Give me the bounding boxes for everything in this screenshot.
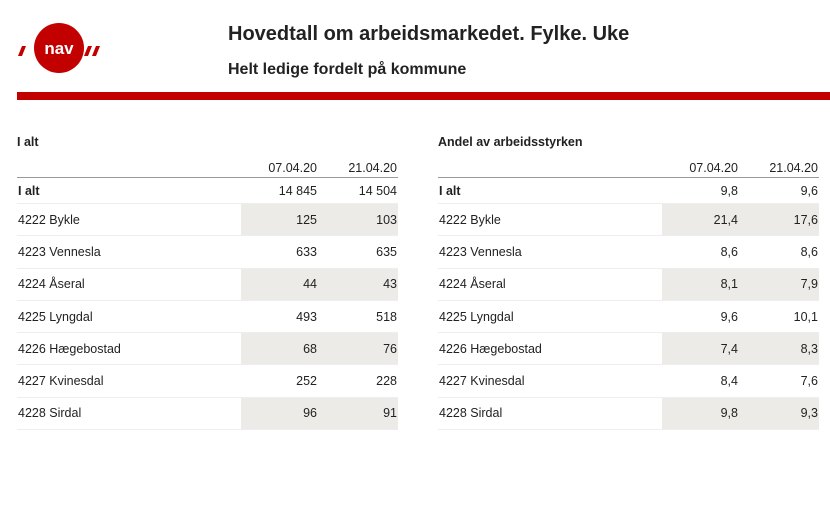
right-table: Andel av arbeidsstyrken 07.04.20 21.04.2…: [438, 135, 819, 431]
table-row: 4223 Vennesla 8,6 8,6: [438, 236, 819, 269]
cell-value: 228: [376, 374, 397, 389]
cell-value: 96: [241, 397, 318, 430]
page-title: Hovedtall om arbeidsmarkedet. Fylke. Uke: [228, 23, 630, 45]
column-header: 07.04.20: [268, 161, 317, 175]
table-row: 4228 Sirdal 9,8 9,3: [438, 397, 819, 431]
cell-value: 91: [318, 397, 398, 430]
table-header: 07.04.20 21.04.20: [438, 161, 819, 178]
cell-value: 14 845: [278, 183, 317, 198]
table-header: 07.04.20 21.04.20: [17, 161, 398, 178]
row-label: 4222 Bykle: [18, 212, 80, 227]
cell-value: 8,4: [720, 374, 738, 389]
table-row: 4227 Kvinesdal 8,4 7,6: [438, 365, 819, 398]
cell-value: 125: [241, 204, 318, 236]
left-table: I alt 07.04.20 21.04.20 I alt 14 845 14 50…: [17, 135, 398, 431]
table-row: 4225 Lyngdal 493 518: [17, 301, 398, 334]
cell-value: 252: [296, 374, 317, 389]
cell-value: 43: [318, 268, 398, 300]
cell-value: 633: [296, 244, 317, 259]
cell-value: 9,6: [720, 309, 738, 324]
row-label: 4227 Kvinesdal: [18, 374, 104, 389]
page-subtitle: Helt ledige fordelt på kommune: [228, 61, 467, 78]
cell-value: 76: [318, 333, 398, 365]
cell-value: 10,1: [793, 309, 818, 324]
cell-value: 14 504: [358, 183, 397, 198]
row-label: 4225 Lyngdal: [18, 309, 93, 324]
row-label: I alt: [439, 183, 461, 198]
row-label: 4227 Kvinesdal: [439, 374, 525, 389]
nav-logo: nav: [18, 23, 100, 73]
row-label: 4228 Sirdal: [18, 406, 82, 421]
cell-value: 7,4: [662, 333, 739, 365]
row-label: I alt: [18, 183, 40, 198]
row-label: 4226 Hægebostad: [18, 341, 121, 356]
cell-value: 635: [376, 244, 397, 259]
cell-value: 103: [318, 204, 398, 236]
table-row: I alt 9,8 9,6: [438, 178, 819, 204]
row-label: 4222 Bykle: [439, 212, 501, 227]
table-row: 4222 Bykle 21,4 17,6: [438, 204, 819, 237]
column-header: 21.04.20: [769, 161, 818, 175]
cell-value: 9,8: [720, 183, 738, 198]
table-row: 4224 Åseral 8,1 7,9: [438, 268, 819, 301]
cell-value: 8,1: [662, 268, 739, 300]
cell-value: 9,3: [739, 397, 819, 430]
table-row: 4227 Kvinesdal 252 228: [17, 365, 398, 398]
table-row: 4228 Sirdal 96 91: [17, 397, 398, 431]
svg-text:nav: nav: [44, 39, 74, 58]
row-label: 4223 Vennesla: [18, 244, 101, 259]
table-row: 4224 Åseral 44 43: [17, 268, 398, 301]
cell-value: 493: [296, 309, 317, 324]
cell-value: 8,3: [739, 333, 819, 365]
row-label: 4228 Sirdal: [439, 406, 503, 421]
column-header: 07.04.20: [689, 161, 738, 175]
row-label: 4224 Åseral: [439, 277, 506, 292]
table-row: 4225 Lyngdal 9,6 10,1: [438, 301, 819, 334]
table-row: 4222 Bykle 125 103: [17, 204, 398, 237]
table-row: 4226 Hægebostad 68 76: [17, 333, 398, 366]
cell-value: 8,6: [720, 244, 738, 259]
column-header: 21.04.20: [348, 161, 397, 175]
cell-value: 7,9: [739, 268, 819, 300]
table-caption: Andel av arbeidsstyrken: [438, 135, 583, 149]
cell-value: 17,6: [739, 204, 819, 236]
cell-value: 21,4: [662, 204, 739, 236]
row-label: 4226 Hægebostad: [439, 341, 542, 356]
table-row: 4226 Hægebostad 7,4 8,3: [438, 333, 819, 366]
cell-value: 518: [376, 309, 397, 324]
table-row: 4223 Vennesla 633 635: [17, 236, 398, 269]
row-label: 4225 Lyngdal: [439, 309, 514, 324]
cell-value: 9,8: [662, 397, 739, 430]
cell-value: 7,6: [800, 374, 818, 389]
table-row: I alt 14 845 14 504: [17, 178, 398, 204]
cell-value: 8,6: [800, 244, 818, 259]
cell-value: 68: [241, 333, 318, 365]
cell-value: 44: [241, 268, 318, 300]
row-label: 4223 Vennesla: [439, 244, 522, 259]
row-label: 4224 Åseral: [18, 277, 85, 292]
header-divider: [17, 92, 830, 100]
cell-value: 9,6: [800, 183, 818, 198]
table-caption: I alt: [17, 135, 39, 149]
